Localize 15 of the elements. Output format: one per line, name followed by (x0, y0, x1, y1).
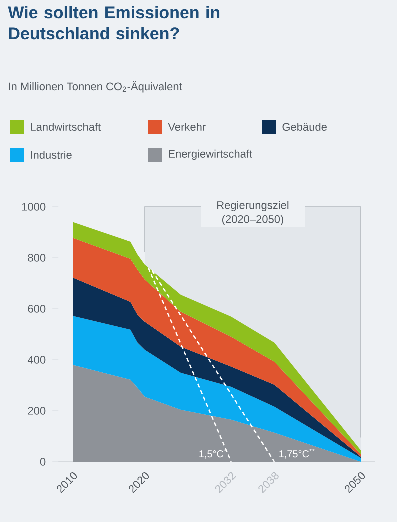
legend-label: Energiewirtschaft (169, 150, 252, 160)
legend-label: Gebäude (282, 122, 327, 132)
band-label: Regierungsziel (2020–2050) (218, 201, 289, 226)
y-tick-label: 400 (28, 356, 46, 364)
chart-title: Wie sollten Emissionen in Deutschland sinken? (8, 6, 220, 40)
y-tick-label: 800 (28, 254, 46, 262)
legend-label: Landwirtschaft (31, 122, 102, 132)
y-tick-label: 0 (40, 458, 46, 466)
y-tick-label: 200 (28, 407, 46, 415)
legend-label: Industrie (31, 150, 72, 160)
chart-subtitle: In Millionen Tonnen CO$_{2}$-Äquivalent (9, 81, 182, 93)
annotation: 1,75°C$^{**}$ (280, 449, 315, 459)
y-tick-label: 600 (28, 305, 46, 313)
legend-label: Verkehr (168, 122, 206, 132)
y-tick-label: 1000 (22, 203, 46, 211)
